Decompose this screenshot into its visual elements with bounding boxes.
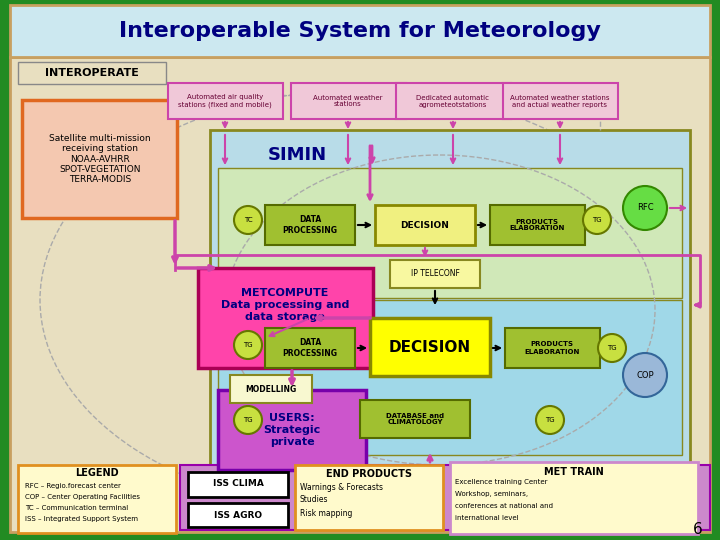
Text: DECISION: DECISION xyxy=(389,340,471,354)
Text: TC: TC xyxy=(243,217,252,223)
Text: Interoperable System for Meteorology: Interoperable System for Meteorology xyxy=(119,21,601,41)
Circle shape xyxy=(234,206,262,234)
Text: RFC – Regio.forecast center: RFC – Regio.forecast center xyxy=(25,483,121,489)
Bar xyxy=(265,328,355,368)
Text: 6: 6 xyxy=(693,523,703,537)
Circle shape xyxy=(234,406,262,434)
Text: METCOMPUTE
Data processing and
data storage: METCOMPUTE Data processing and data stor… xyxy=(221,288,349,322)
Text: TC – Communication terminal: TC – Communication terminal xyxy=(25,505,128,511)
Text: ISS CLIMA: ISS CLIMA xyxy=(212,480,264,489)
Bar xyxy=(18,465,176,533)
Text: Excellence training Center: Excellence training Center xyxy=(455,479,547,485)
Text: conferences at national and: conferences at national and xyxy=(455,503,553,509)
Text: Risk mapping: Risk mapping xyxy=(300,509,352,517)
Circle shape xyxy=(598,334,626,362)
Text: PRODUCTS
ELABORATION: PRODUCTS ELABORATION xyxy=(509,219,564,232)
Bar xyxy=(291,83,406,119)
Text: DATABASE and
CLIMATOLOGY: DATABASE and CLIMATOLOGY xyxy=(386,413,444,426)
Circle shape xyxy=(234,331,262,359)
Text: TG: TG xyxy=(607,345,617,351)
Bar xyxy=(360,400,470,438)
Bar xyxy=(450,462,698,534)
Text: TG: TG xyxy=(545,417,555,423)
Text: Automated weather stations
and actual weather reports: Automated weather stations and actual we… xyxy=(510,94,610,107)
Bar xyxy=(295,465,443,530)
Text: MODELLING: MODELLING xyxy=(246,384,297,394)
Bar xyxy=(375,205,475,245)
Bar xyxy=(218,168,682,298)
Bar xyxy=(218,390,366,470)
Text: DATA
PROCESSING: DATA PROCESSING xyxy=(282,215,338,235)
Text: SIMIN: SIMIN xyxy=(268,146,327,164)
Text: TG: TG xyxy=(243,342,253,348)
Text: Workshop, seminars,: Workshop, seminars, xyxy=(455,491,528,497)
Text: Studies: Studies xyxy=(300,496,328,504)
Circle shape xyxy=(536,406,564,434)
Bar xyxy=(218,300,682,455)
Bar xyxy=(396,83,511,119)
Text: DATA
PROCESSING: DATA PROCESSING xyxy=(282,338,338,357)
Text: MET TRAIN: MET TRAIN xyxy=(544,467,604,477)
Bar xyxy=(230,375,312,403)
Bar xyxy=(188,472,288,497)
Text: END PRODUCTS: END PRODUCTS xyxy=(326,469,412,479)
Text: ISS AGRO: ISS AGRO xyxy=(214,510,262,519)
Bar xyxy=(180,465,710,530)
Text: TG: TG xyxy=(592,217,602,223)
Text: Automated air quality
stations (fixed and mobile): Automated air quality stations (fixed an… xyxy=(178,94,272,108)
Bar xyxy=(10,57,710,532)
Circle shape xyxy=(623,353,667,397)
Bar xyxy=(188,503,288,527)
Text: INTEROPERATE: INTEROPERATE xyxy=(45,68,139,78)
Bar xyxy=(18,62,166,84)
Circle shape xyxy=(623,186,667,230)
Bar xyxy=(210,130,690,465)
Bar xyxy=(168,83,283,119)
Text: USERS:
Strategic
private: USERS: Strategic private xyxy=(264,414,320,447)
Bar xyxy=(22,100,177,218)
Text: LEGEND: LEGEND xyxy=(75,468,119,478)
Text: DECISION: DECISION xyxy=(400,220,449,230)
Bar xyxy=(490,205,585,245)
Text: IP TELECONF: IP TELECONF xyxy=(410,269,459,279)
Circle shape xyxy=(583,206,611,234)
Bar xyxy=(198,268,373,368)
Bar xyxy=(10,5,710,57)
Text: TG: TG xyxy=(243,417,253,423)
Bar xyxy=(265,205,355,245)
Text: Warnings & Forecasts: Warnings & Forecasts xyxy=(300,483,383,491)
Bar xyxy=(505,328,600,368)
Text: PRODUCTS
ELABORATION: PRODUCTS ELABORATION xyxy=(524,341,580,354)
Text: ISS – Integrated Support System: ISS – Integrated Support System xyxy=(25,516,138,522)
Text: COP: COP xyxy=(636,370,654,380)
Text: COP – Center Operating Facilities: COP – Center Operating Facilities xyxy=(25,494,140,500)
Text: Satellite multi-mission
receiving station
NOAA-AVHRR
SPOT-VEGETATION
TERRA-MODIS: Satellite multi-mission receiving statio… xyxy=(49,134,150,184)
Bar xyxy=(503,83,618,119)
Text: Dedicated automatic
agrometeotstations: Dedicated automatic agrometeotstations xyxy=(416,94,490,107)
Text: RFC: RFC xyxy=(636,204,653,213)
Text: Automated weather
stations: Automated weather stations xyxy=(313,94,383,107)
Bar xyxy=(370,318,490,376)
Text: international level: international level xyxy=(455,515,518,521)
Bar xyxy=(390,260,480,288)
